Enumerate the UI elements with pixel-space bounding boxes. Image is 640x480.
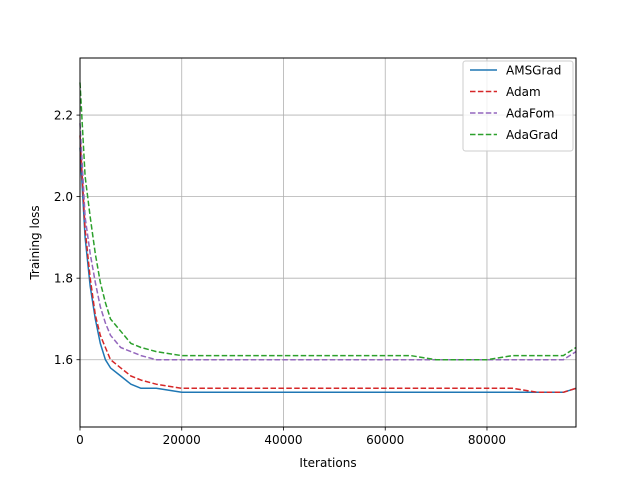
legend-label-adafom: AdaFom xyxy=(506,107,554,121)
y-axis-label: Training loss xyxy=(28,205,42,280)
legend-box xyxy=(462,60,574,152)
series-layer xyxy=(79,82,577,394)
y-tick-label: 2.0 xyxy=(54,190,73,204)
legend-label-adagrad: AdaGrad xyxy=(506,128,558,142)
x-tick-label: 60000 xyxy=(366,433,404,447)
legend-label-amsgrad: AMSGrad xyxy=(506,64,561,78)
x-tick-label: 0 xyxy=(76,433,84,447)
series-line-adagrad xyxy=(79,82,577,361)
series-line-adam xyxy=(79,135,577,394)
plot-frame xyxy=(79,57,577,428)
x-tick-label: 40000 xyxy=(264,433,302,447)
y-tick-label: 2.2 xyxy=(54,109,73,123)
axis-ticks: 0 20000 40000 60000 80000 1.6 1.8 2.0 2.2 xyxy=(54,109,506,447)
y-tick-label: 1.6 xyxy=(54,353,73,367)
legend: AMSGrad Adam AdaFom AdaGrad xyxy=(462,60,574,152)
y-tick-label: 1.8 xyxy=(54,272,73,286)
series-line-amsgrad xyxy=(79,147,577,394)
x-tick-label: 80000 xyxy=(468,433,506,447)
x-tick-label: 20000 xyxy=(163,433,201,447)
x-axis-label: Iterations xyxy=(299,456,356,470)
grid-lines xyxy=(79,58,576,427)
legend-label-adam: Adam xyxy=(506,85,541,99)
